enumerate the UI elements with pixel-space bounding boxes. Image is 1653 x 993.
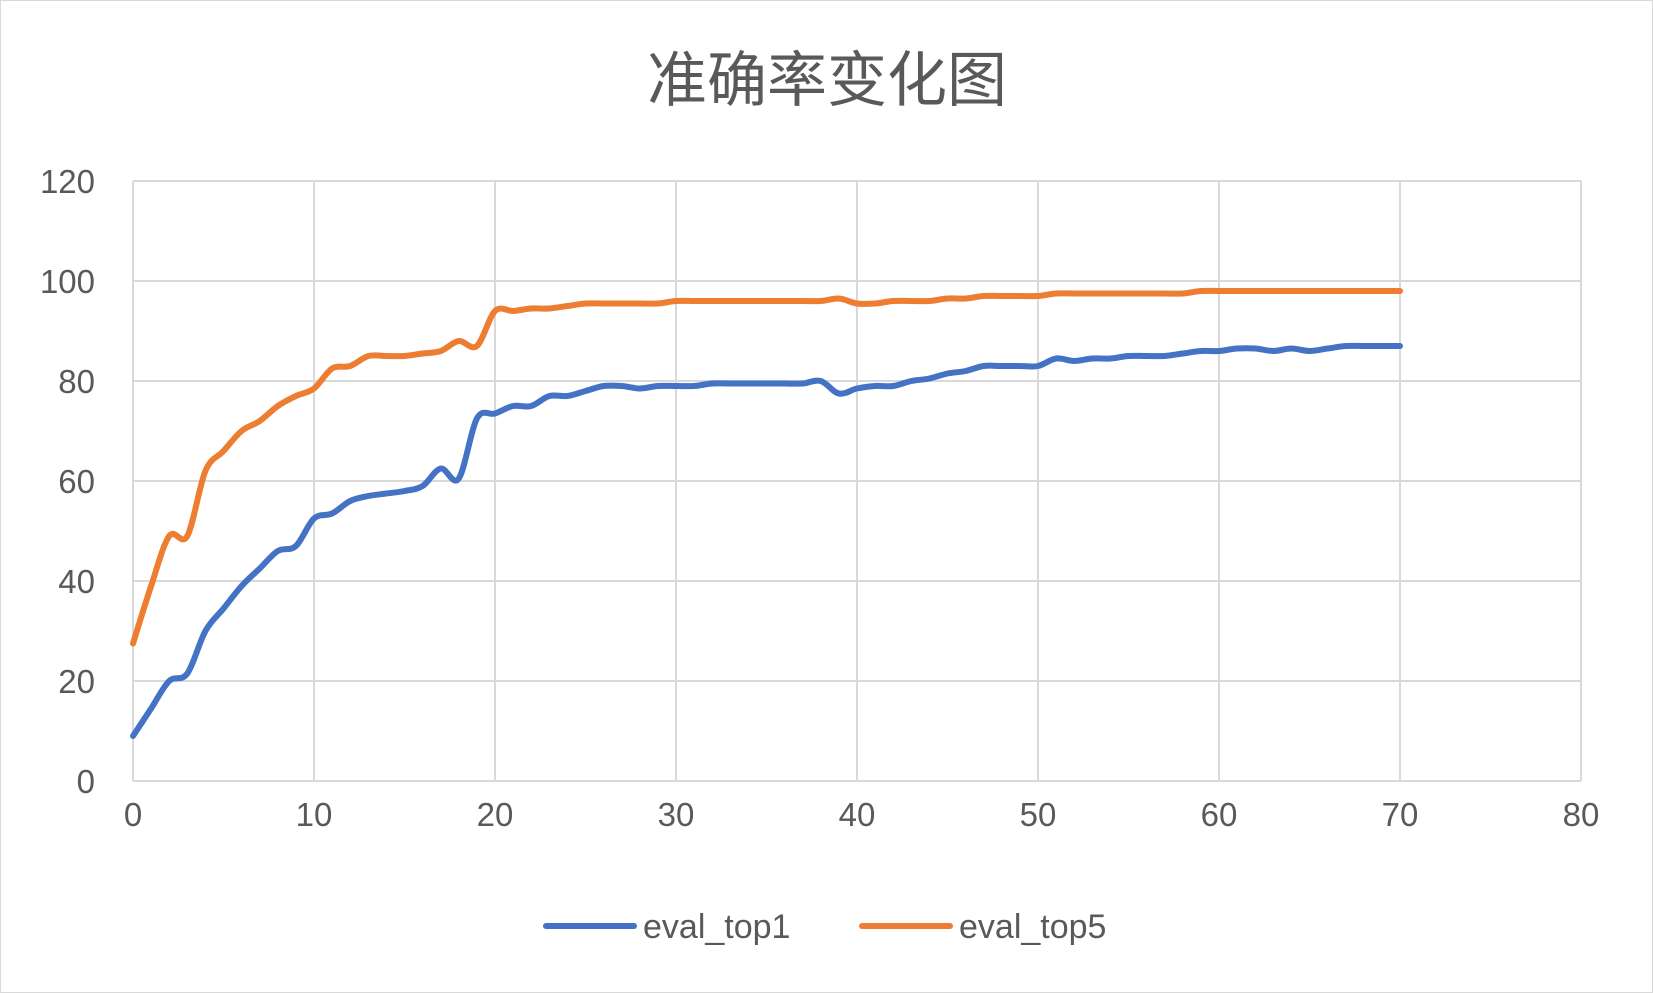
x-tick-label-80: 80: [1563, 796, 1600, 833]
legend-item-eval_top5: eval_top5: [859, 908, 1106, 946]
tick-labels: 0 20 40 60 80 100 120 0 10 20 30 40 50 60 70 80: [40, 163, 1599, 833]
y-tick-label-60: 60: [58, 463, 95, 500]
chart-title: 准确率变化图: [647, 46, 1007, 116]
y-tick-label-80: 80: [58, 363, 95, 400]
y-tick-label-0: 0: [77, 763, 95, 800]
x-tick-label-20: 20: [477, 796, 514, 833]
series-line-eval_top1: [130, 342, 1403, 739]
gridlines: [132, 180, 1582, 782]
legend: eval_top1 eval_top5: [543, 908, 1106, 946]
y-tick-label-20: 20: [58, 663, 95, 700]
series-line-eval_top5: [130, 287, 1403, 647]
x-tick-label-60: 60: [1201, 796, 1238, 833]
y-tick-label-120: 120: [40, 163, 95, 200]
legend-item-eval_top1: eval_top1: [543, 908, 790, 946]
x-tick-label-10: 10: [296, 796, 333, 833]
x-tick-label-70: 70: [1382, 796, 1419, 833]
legend-label-eval_top5: eval_top5: [959, 908, 1106, 946]
x-tick-label-50: 50: [1020, 796, 1057, 833]
series-lines: [130, 287, 1403, 739]
x-tick-label-0: 0: [124, 796, 142, 833]
y-tick-label-100: 100: [40, 263, 95, 300]
y-tick-label-40: 40: [58, 563, 95, 600]
legend-label-eval_top1: eval_top1: [643, 908, 790, 946]
x-tick-label-40: 40: [839, 796, 876, 833]
x-tick-label-30: 30: [658, 796, 695, 833]
